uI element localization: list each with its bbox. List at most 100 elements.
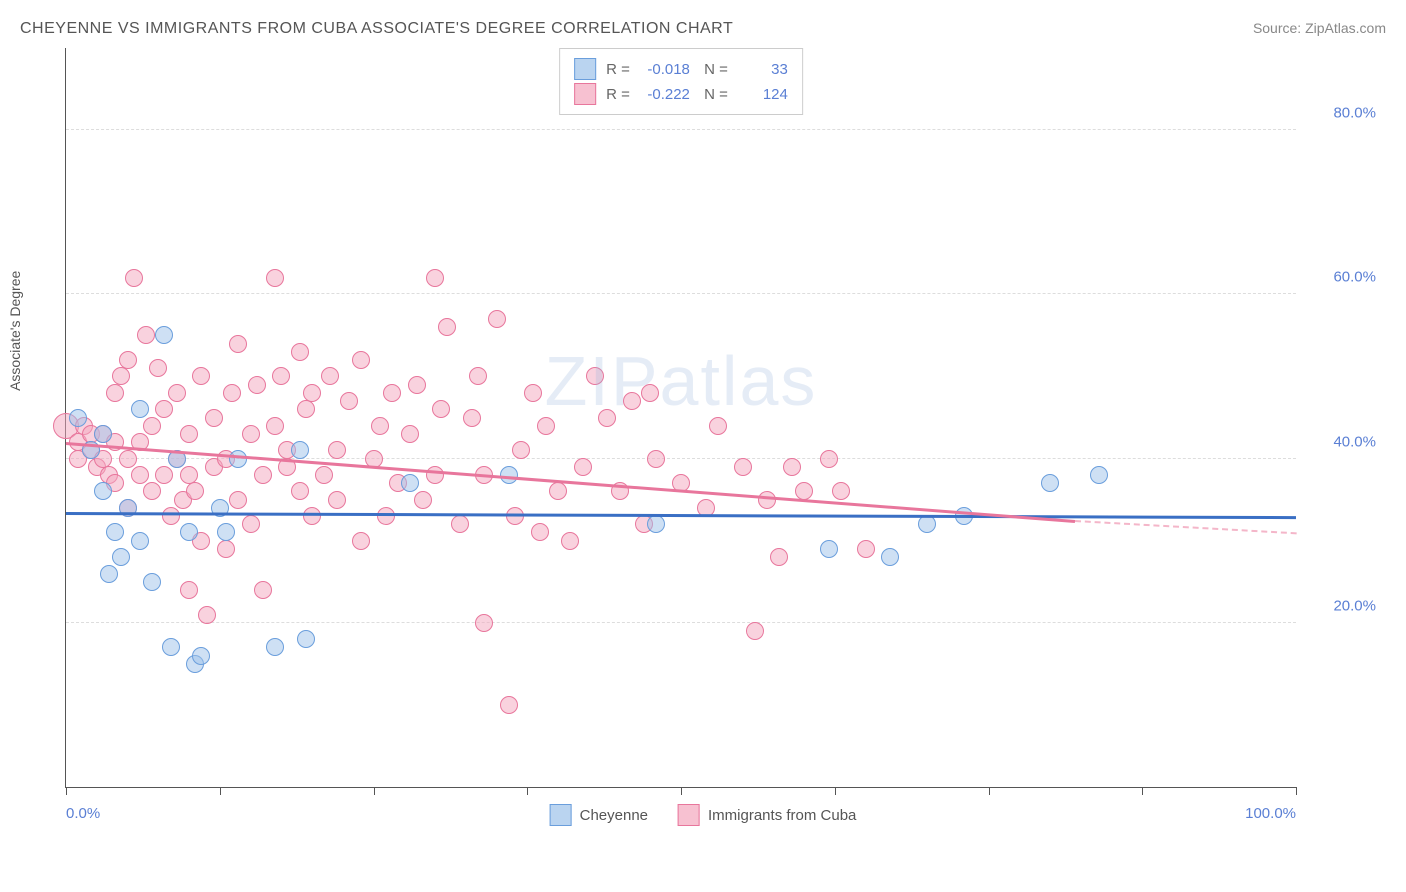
data-point (371, 417, 389, 435)
legend-blue-label: Cheyenne (580, 807, 648, 824)
data-point (180, 581, 198, 599)
legend-item-pink: Immigrants from Cuba (678, 804, 856, 826)
data-point (918, 515, 936, 533)
data-point (598, 409, 616, 427)
data-point (217, 540, 235, 558)
data-point (401, 425, 419, 443)
data-point (328, 441, 346, 459)
y-tick-label: 80.0% (1306, 105, 1376, 122)
data-point (266, 417, 284, 435)
legend-pink-label: Immigrants from Cuba (708, 807, 856, 824)
data-point (217, 523, 235, 541)
data-point (149, 359, 167, 377)
x-tick (989, 787, 990, 795)
data-point (192, 647, 210, 665)
data-point (106, 384, 124, 402)
data-point (291, 441, 309, 459)
data-point (229, 335, 247, 353)
stats-row-pink: R = -0.222 N = 124 (574, 83, 788, 105)
plot-area: ZIPatlas R = -0.018 N = 33 R = -0.222 N … (65, 48, 1296, 788)
data-point (248, 376, 266, 394)
data-point (155, 326, 173, 344)
data-point (297, 630, 315, 648)
data-point (180, 466, 198, 484)
data-point (106, 523, 124, 541)
data-point (162, 638, 180, 656)
data-point (758, 491, 776, 509)
watermark-rest: atlas (660, 342, 818, 420)
data-point (574, 458, 592, 476)
data-point (783, 458, 801, 476)
data-point (734, 458, 752, 476)
data-point (537, 417, 555, 435)
x-tick (681, 787, 682, 795)
data-point (137, 326, 155, 344)
data-point (198, 606, 216, 624)
x-tick (1142, 787, 1143, 795)
data-point (746, 622, 764, 640)
source-label: Source: ZipAtlas.com (1253, 20, 1386, 36)
data-point (192, 367, 210, 385)
data-point (506, 507, 524, 525)
x-tick-label: 0.0% (66, 805, 100, 822)
data-point (125, 269, 143, 287)
x-tick (220, 787, 221, 795)
data-point (291, 343, 309, 361)
data-point (463, 409, 481, 427)
data-point (131, 466, 149, 484)
data-point (131, 532, 149, 550)
chart-container: Associate's Degree ZIPatlas R = -0.018 N… (20, 48, 1386, 838)
x-tick (1296, 787, 1297, 795)
data-point (315, 466, 333, 484)
data-point (709, 417, 727, 435)
data-point (549, 482, 567, 500)
watermark: ZIPatlas (545, 341, 818, 421)
data-point (119, 450, 137, 468)
data-point (426, 269, 444, 287)
data-point (352, 532, 370, 550)
grid-line (66, 293, 1296, 294)
data-point (820, 540, 838, 558)
data-point (623, 392, 641, 410)
data-point (401, 474, 419, 492)
blue-r-value: -0.018 (640, 61, 690, 78)
grid-line (66, 129, 1296, 130)
x-tick (835, 787, 836, 795)
data-point (531, 523, 549, 541)
y-axis-label: Associate's Degree (7, 271, 23, 391)
data-point (820, 450, 838, 468)
data-point (100, 565, 118, 583)
data-point (328, 491, 346, 509)
data-point (469, 367, 487, 385)
data-point (303, 507, 321, 525)
data-point (1090, 466, 1108, 484)
data-point (254, 581, 272, 599)
data-point (426, 466, 444, 484)
data-point (143, 573, 161, 591)
x-tick-label: 100.0% (1245, 805, 1296, 822)
legend-item-blue: Cheyenne (550, 804, 648, 826)
data-point (143, 417, 161, 435)
data-point (112, 367, 130, 385)
y-tick-label: 60.0% (1306, 269, 1376, 286)
data-point (297, 400, 315, 418)
data-point (586, 367, 604, 385)
data-point (155, 400, 173, 418)
data-point (438, 318, 456, 336)
data-point (414, 491, 432, 509)
x-tick (66, 787, 67, 795)
data-point (205, 409, 223, 427)
data-point (266, 269, 284, 287)
data-point (857, 540, 875, 558)
data-point (94, 482, 112, 500)
data-point (162, 507, 180, 525)
trend-line (1075, 520, 1297, 534)
data-point (647, 450, 665, 468)
data-point (266, 638, 284, 656)
data-point (112, 548, 130, 566)
swatch-pink-icon (574, 83, 596, 105)
r-label: R = (606, 61, 630, 78)
data-point (155, 466, 173, 484)
stats-row-blue: R = -0.018 N = 33 (574, 58, 788, 80)
data-point (168, 384, 186, 402)
